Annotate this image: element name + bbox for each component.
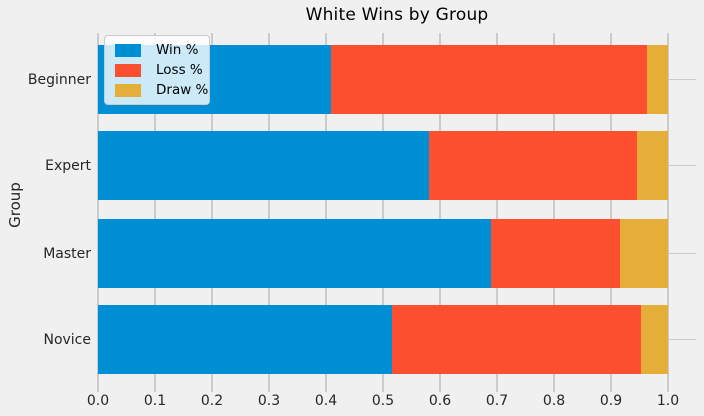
x-gridline — [154, 33, 156, 392]
bar-segment-draw — [647, 45, 668, 114]
x-tick-0.0: 0.0 — [86, 393, 110, 409]
x-tick-0.1: 0.1 — [143, 393, 167, 409]
legend-label: Loss % — [156, 62, 203, 78]
x-gridline — [496, 33, 498, 392]
x-tick-0.9: 0.9 — [599, 393, 623, 409]
x-tick-0.3: 0.3 — [257, 393, 281, 409]
legend-label: Win % — [156, 42, 199, 58]
bar-segment-draw — [641, 305, 668, 374]
y-tick-novice: Novice — [43, 331, 91, 348]
bar-segment-win — [98, 305, 392, 374]
bar-expert — [98, 131, 668, 200]
x-tick-0.8: 0.8 — [542, 393, 566, 409]
x-gridline — [439, 33, 441, 392]
y-axis-label: Group — [6, 182, 24, 228]
x-tick-0.6: 0.6 — [428, 393, 452, 409]
legend: Win % Loss % Draw % — [104, 35, 210, 105]
x-gridline — [268, 33, 270, 392]
bar-segment-draw — [620, 219, 668, 288]
x-gridline — [382, 33, 384, 392]
bar-segment-loss — [331, 45, 647, 114]
y-tick-beginner: Beginner — [27, 71, 91, 88]
x-gridline — [667, 33, 669, 392]
x-gridline — [97, 33, 99, 392]
x-tick-0.7: 0.7 — [485, 393, 509, 409]
legend-swatch-draw — [115, 83, 141, 97]
y-tick-expert: Expert — [45, 157, 91, 174]
x-gridline — [610, 33, 612, 392]
legend-item-win: Win % — [115, 40, 199, 60]
legend-label: Draw % — [156, 82, 209, 98]
chart-title: White Wins by Group — [305, 5, 489, 25]
bar-novice — [98, 305, 668, 374]
legend-swatch-win — [115, 43, 141, 57]
legend-item-draw: Draw % — [115, 80, 208, 100]
x-tick-1.0: 1.0 — [656, 393, 680, 409]
legend-swatch-loss — [115, 63, 141, 77]
x-gridline — [325, 33, 327, 392]
bar-segment-loss — [491, 219, 620, 288]
bar-segment-win — [98, 131, 429, 200]
bar-segment-loss — [392, 305, 641, 374]
y-tick-master: Master — [43, 245, 91, 262]
x-tick-0.5: 0.5 — [371, 393, 395, 409]
bar-master — [98, 219, 668, 288]
bar-segment-win — [98, 219, 491, 288]
x-tick-0.4: 0.4 — [314, 393, 338, 409]
bar-segment-draw — [637, 131, 668, 200]
legend-item-loss: Loss % — [115, 60, 203, 80]
x-gridline — [211, 33, 213, 392]
x-tick-0.2: 0.2 — [200, 393, 224, 409]
bar-segment-loss — [429, 131, 637, 200]
x-gridline — [553, 33, 555, 392]
